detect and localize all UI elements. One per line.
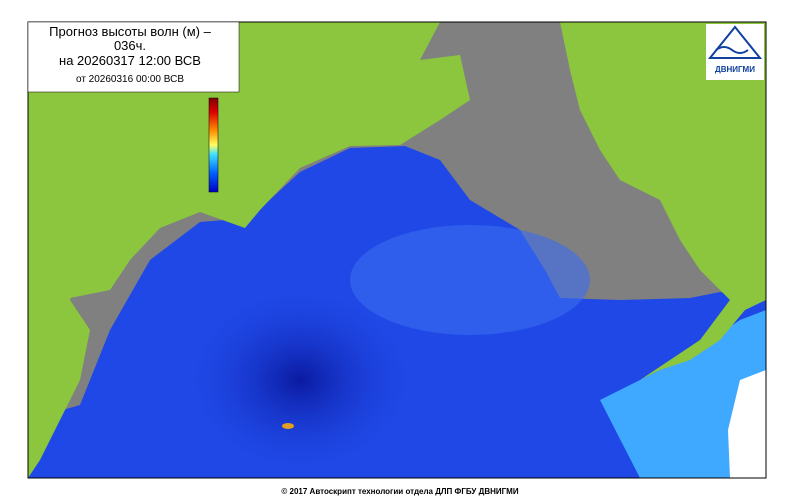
header-line: на 20260317 12:00 ВСВ — [59, 53, 201, 68]
land-small — [728, 370, 766, 478]
low-wave-zone — [190, 290, 410, 470]
land-kamchatka — [28, 145, 160, 478]
land-chukotka — [28, 22, 470, 310]
wave-zone — [350, 225, 590, 335]
header-line: 036ч. — [114, 38, 146, 53]
header-line: от 20260316 00:00 ВСВ — [76, 74, 184, 85]
logo-text: ДВНИГМИ — [715, 65, 755, 74]
coastal-zone — [600, 310, 766, 478]
map-layers — [28, 22, 766, 478]
colorbar — [208, 97, 219, 193]
logo-wave — [715, 46, 749, 54]
land-alaska — [560, 22, 766, 380]
logo-icon — [707, 25, 763, 59]
header-box — [27, 21, 240, 93]
island — [282, 423, 294, 429]
footer: © 2017 Автоскрипт технологии отдела ДЛП … — [281, 487, 518, 496]
header-line: Прогноз высоты волн (м) – — [49, 24, 211, 39]
map-frame — [27, 21, 767, 479]
